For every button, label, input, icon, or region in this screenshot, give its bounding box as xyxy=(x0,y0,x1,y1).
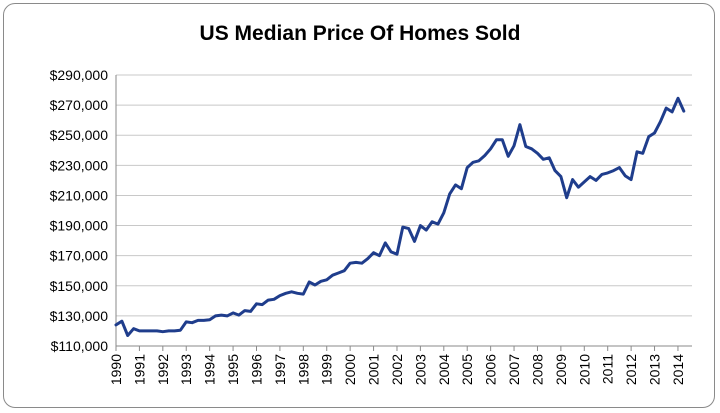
y-tick-labels: $110,000 $130,000 $150,000 $170,000 $190,000… xyxy=(50,67,109,354)
x-tick-label: 2012 xyxy=(623,354,639,385)
x-tick-label: 2009 xyxy=(553,354,569,385)
x-tick-label: 2006 xyxy=(483,354,499,385)
x-tick-label: 2002 xyxy=(389,354,405,385)
x-tick-label: 1992 xyxy=(155,354,171,385)
chart-frame xyxy=(3,3,715,408)
y-tick-label: $250,000 xyxy=(50,127,109,143)
x-tick-label: 2013 xyxy=(647,354,663,385)
x-tick-labels: 1990 1991 1992 1993 1994 1995 1996 1997 1998 1999… xyxy=(108,354,686,385)
y-tick-label: $270,000 xyxy=(50,97,109,113)
gridlines xyxy=(116,74,692,317)
x-tick-label: 2014 xyxy=(670,354,686,385)
x-tick-label: 2003 xyxy=(412,354,428,385)
x-tick-label: 2011 xyxy=(600,354,616,384)
x-tick-label: 2007 xyxy=(506,354,522,385)
x-tick-label: 2005 xyxy=(459,354,475,385)
chart-title: US Median Price Of Homes Sold xyxy=(199,22,521,45)
x-tick-label: 2001 xyxy=(366,354,382,385)
x-tick-label: 1998 xyxy=(295,354,311,385)
y-tick-label: $290,000 xyxy=(50,67,109,83)
y-tick-label: $210,000 xyxy=(50,187,109,203)
x-tick-label: 1996 xyxy=(248,354,264,385)
x-tick-label: 2000 xyxy=(342,354,358,385)
x-tick-label: 1999 xyxy=(319,354,335,385)
x-tick-label: 1990 xyxy=(108,354,124,385)
series-line xyxy=(114,96,686,337)
y-tick-label: $110,000 xyxy=(51,338,109,354)
x-tick-label: 2004 xyxy=(436,354,452,385)
x-tick-label: 2010 xyxy=(576,354,592,385)
x-tick-label: 1993 xyxy=(178,354,194,385)
y-tick-label: $230,000 xyxy=(50,157,109,173)
y-tick-label: $170,000 xyxy=(50,248,109,264)
x-tick-label: 1994 xyxy=(202,354,218,385)
axes xyxy=(115,75,692,351)
x-tick-label: 1991 xyxy=(131,354,147,385)
y-tick-label: $190,000 xyxy=(50,218,109,234)
y-tick-label: $150,000 xyxy=(50,278,109,294)
y-tick-label: $130,000 xyxy=(50,308,109,324)
x-tick-label: 1997 xyxy=(272,354,288,385)
series xyxy=(114,96,686,337)
x-tick-label: 2008 xyxy=(529,354,545,385)
x-tick-label: 1995 xyxy=(225,354,241,385)
